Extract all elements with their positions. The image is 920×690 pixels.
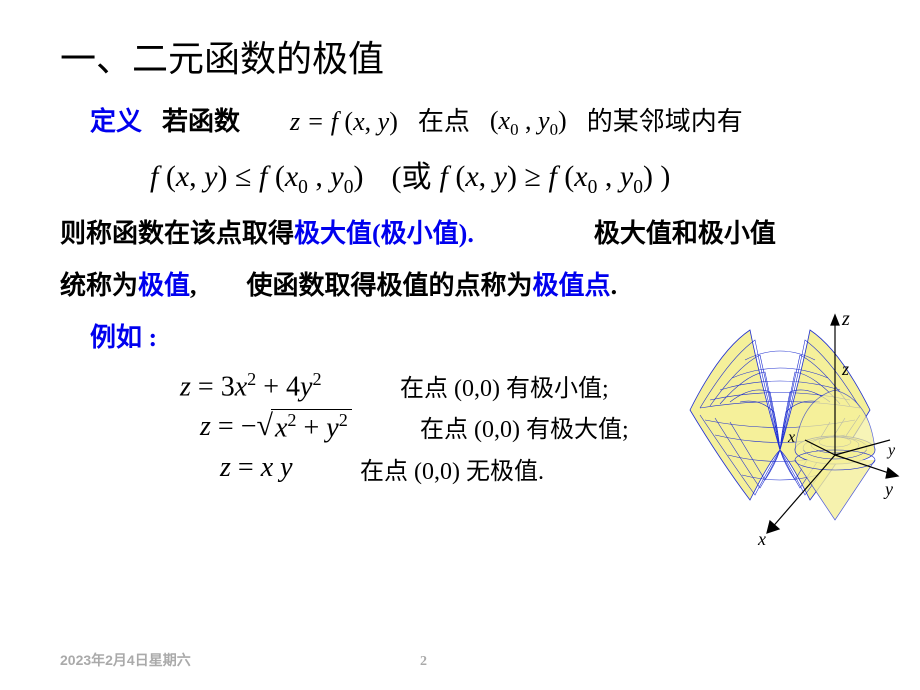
page-number: 2: [420, 654, 427, 670]
y-axis-label-2: y: [886, 442, 896, 459]
l3c: 极大值和极小值: [594, 213, 776, 255]
y-axis-label-1: y: [883, 479, 893, 499]
definition-line: 定义 若函数 z = f (x, y) 在点 (x0 , y0) 的某邻域内有: [90, 100, 870, 143]
x-axis-label-1: x: [757, 529, 766, 549]
l3a: 则称函数在该点取得: [60, 213, 294, 255]
ex1-text: 在点 (0,0) 有极小值;: [400, 368, 609, 403]
def-text-1: 若函数: [162, 101, 240, 143]
ex3-text: 在点 (0,0) 无极值.: [360, 451, 544, 486]
ex2-text: 在点 (0,0) 有极大值;: [420, 409, 629, 444]
l3b: 极大值(极小值).: [294, 213, 474, 255]
z-axis-label-2: z: [841, 359, 849, 379]
inequality-line: f (x, y) ≤ f (x0 , y0) (或 f (x, y) ≥ f (…: [150, 153, 870, 203]
main-title: 一、二元函数的极值: [60, 30, 870, 82]
l4e: 极值点: [533, 265, 611, 307]
slide: 一、二元函数的极值 定义 若函数 z = f (x, y) 在点 (x0 , y…: [0, 0, 920, 690]
footer-date: 2023年2月4日星期六: [60, 650, 191, 670]
def-point: (x0 , y0): [490, 100, 567, 143]
def-label: 定义: [90, 101, 142, 143]
ex1-formula: z = 3x2 + 4y2: [180, 369, 400, 403]
surface-plot-3d: z z y y x x: [660, 300, 900, 580]
ex2-formula: z = − √ x2 + y2: [200, 409, 420, 444]
def-text-3: 的某邻域内有: [587, 101, 743, 143]
ineq-left: f (x, y) ≤ f (x0 , y0): [150, 153, 363, 203]
def-func: z = f (x, y): [290, 101, 398, 143]
x-axis-label-2: x: [787, 429, 795, 446]
l4f: .: [611, 265, 618, 307]
def-text-2: 在点: [418, 101, 470, 143]
l4a: 统称为: [60, 265, 138, 307]
ineq-right: f (x, y) ≥ f (x0 , y0) ): [439, 153, 670, 203]
z-axis-label-1: z: [841, 308, 850, 330]
l4d: 使函数取得极值的点称为: [247, 265, 533, 307]
ineq-or: (或: [391, 154, 431, 202]
ex3-formula: z = x y: [220, 452, 360, 484]
l4b: 极值: [138, 265, 190, 307]
l4c: ,: [190, 265, 197, 307]
conclusion-line-1: 则称函数在该点取得 极大值(极小值). 极大值和极小值: [60, 213, 870, 255]
